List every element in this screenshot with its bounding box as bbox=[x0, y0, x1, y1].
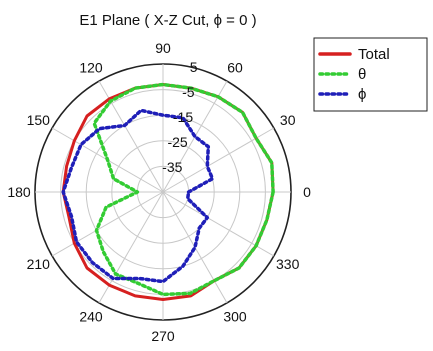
angle-tick-label: 90 bbox=[155, 40, 171, 56]
polar-grid bbox=[34, 63, 292, 321]
angle-tick-label: 210 bbox=[27, 256, 51, 272]
angle-tick-label: 300 bbox=[223, 309, 247, 325]
radial-tick-label: 5 bbox=[190, 59, 198, 75]
grid-spoke bbox=[51, 191, 164, 257]
angle-tick-label: 150 bbox=[27, 112, 51, 128]
legend-label: ϕ bbox=[358, 86, 366, 103]
angle-tick-label: 60 bbox=[227, 59, 243, 75]
radial-tick-label: -15 bbox=[173, 109, 193, 125]
axis-labels: 0 30 60 90 120 150 180 210 240 270 300 330 5 -5 -15 -25… bbox=[7, 40, 311, 344]
angle-tick-label: 30 bbox=[280, 112, 296, 128]
angle-tick-label: 120 bbox=[79, 59, 103, 75]
radial-tick-label: -25 bbox=[167, 134, 187, 150]
angle-tick-label: 270 bbox=[151, 328, 175, 344]
series-line-theta bbox=[92, 82, 275, 297]
angle-tick-label: 330 bbox=[276, 256, 300, 272]
legend-label: Total bbox=[358, 46, 390, 63]
chart-title: E1 Plane ( X-Z Cut, ϕ = 0 ) bbox=[79, 12, 256, 29]
angle-tick-label: 0 bbox=[303, 184, 311, 200]
radial-tick-label: -5 bbox=[182, 84, 195, 100]
series-line-phi bbox=[61, 108, 215, 284]
angle-tick-label: 180 bbox=[7, 184, 31, 200]
angle-tick-label: 240 bbox=[79, 309, 103, 325]
legend-label: θ bbox=[358, 66, 366, 83]
series-layer bbox=[61, 82, 275, 301]
legend: Total θϕ bbox=[313, 37, 428, 112]
radial-tick-label: -35 bbox=[162, 159, 182, 175]
